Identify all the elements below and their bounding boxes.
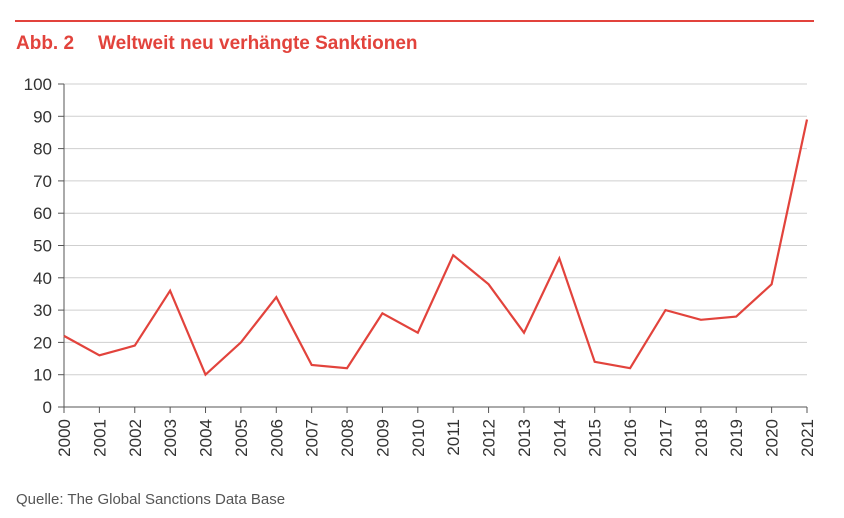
x-tick-label: 2001 <box>90 419 109 457</box>
top-rule <box>15 20 814 22</box>
y-tick-label: 90 <box>33 107 52 126</box>
source-note: Quelle: The Global Sanctions Data Base <box>16 491 286 508</box>
x-tick-label: 2013 <box>515 419 534 457</box>
x-tick-label: 2004 <box>197 419 216 457</box>
y-tick-label: 0 <box>43 398 52 417</box>
figure-number: Abb. 2 <box>16 33 75 54</box>
x-tick-label: 2003 <box>161 419 180 457</box>
y-tick-label: 60 <box>33 204 52 223</box>
x-tick-labels: 2000 2001 2002 2003 2004 2005 2006 2007 2008 2009… <box>55 419 817 457</box>
y-tick-label: 50 <box>33 237 52 256</box>
x-tick-label: 2008 <box>338 419 357 457</box>
y-tick-label: 70 <box>33 172 52 191</box>
x-tick-label: 2015 <box>586 419 605 457</box>
y-tick-label: 80 <box>33 140 52 159</box>
x-tick-label: 2019 <box>727 419 746 457</box>
x-tick-label: 2021 <box>798 419 817 457</box>
x-tick-label: 2018 <box>692 419 711 457</box>
x-tick-label: 2016 <box>621 419 640 457</box>
x-tick-label: 2014 <box>550 419 569 457</box>
y-tick-label: 30 <box>33 301 52 320</box>
y-tick-label: 10 <box>33 366 52 385</box>
x-tick-label: 2007 <box>303 419 322 457</box>
figure-title: Weltweit neu verhängte Sanktionen <box>98 33 418 54</box>
y-tick-label: 40 <box>33 269 52 288</box>
x-tick-label: 2009 <box>373 419 392 457</box>
grid-lines <box>64 83 807 376</box>
y-tick-label: 100 <box>24 75 52 94</box>
series-line-0 <box>63 119 809 377</box>
y-tick-label: 20 <box>33 333 52 352</box>
x-tick-label: 2010 <box>409 419 428 457</box>
x-tick-label: 2011 <box>444 419 463 456</box>
figure-heading: Abb. 2 Weltweit neu verhängte Sanktionen <box>16 33 418 55</box>
x-tick-label: 2002 <box>126 419 145 457</box>
x-tick-label: 2020 <box>763 419 782 457</box>
x-tick-label: 2017 <box>656 419 675 457</box>
x-tick-label: 2000 <box>55 419 74 457</box>
axes <box>58 83 808 413</box>
y-tick-labels: 0 10 20 30 40 50 60 70 80 90 100 <box>24 75 52 417</box>
x-tick-label: 2006 <box>267 419 286 457</box>
series-layer <box>63 119 809 377</box>
x-tick-label: 2012 <box>480 419 499 457</box>
x-tick-label: 2005 <box>232 419 251 457</box>
